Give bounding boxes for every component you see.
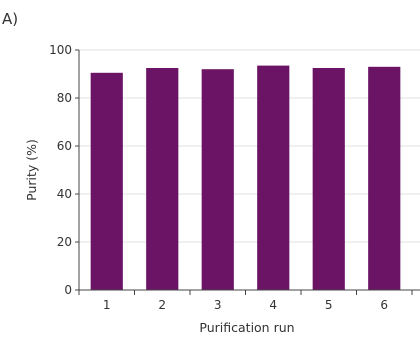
bar [90,72,123,290]
x-tick-label: 2 [158,298,166,312]
gridlines [79,49,420,243]
y-ticks: 0 20 40 60 80 100 [49,43,79,297]
y-tick-label: 0 [64,283,72,297]
bar [312,68,345,290]
bar [368,66,401,290]
bars [90,65,401,290]
y-tick-label: 40 [57,187,72,201]
x-tick-label: 3 [214,298,222,312]
x-ticks: 1 2 3 4 5 6 [78,290,413,312]
y-axis-label: Purity (%) [24,139,39,201]
y-tick-label: 60 [57,139,72,153]
bar [146,68,179,290]
x-tick-label: 1 [103,298,111,312]
x-tick-label: 6 [380,298,388,312]
x-tick-label: 4 [269,298,277,312]
x-tick-label: 5 [325,298,333,312]
y-tick-label: 20 [57,235,72,249]
x-axis-label: Purification run [199,320,294,335]
panel-label: A) [2,10,18,28]
y-tick-label: 100 [49,43,72,57]
axes [78,50,420,291]
y-tick-label: 80 [57,91,72,105]
bar [257,65,290,290]
bar [201,69,234,290]
